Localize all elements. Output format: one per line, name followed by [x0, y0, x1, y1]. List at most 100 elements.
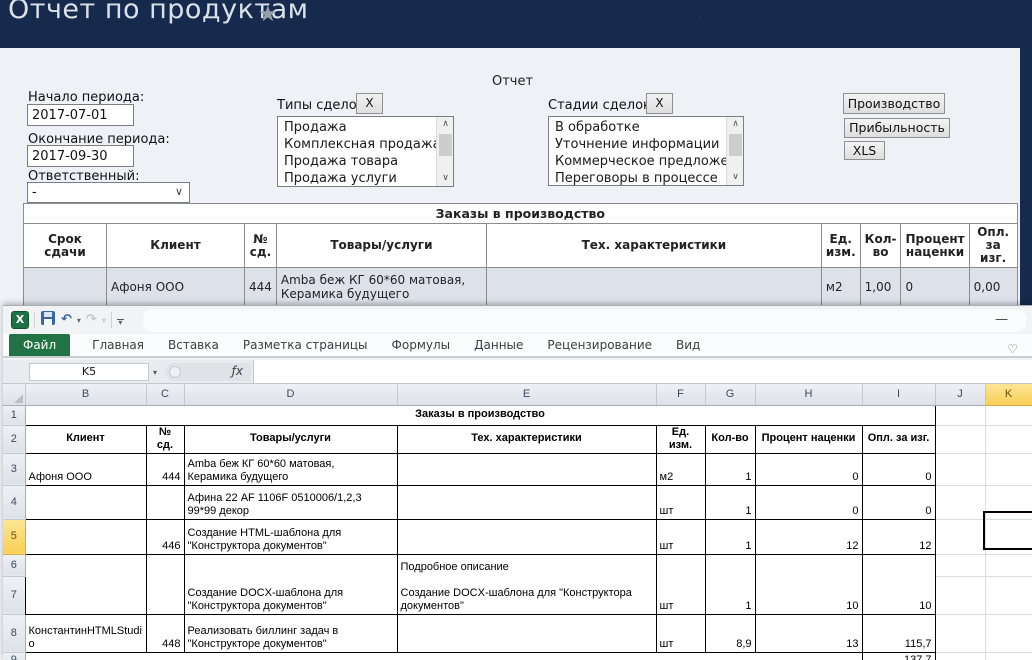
minimize-button[interactable]: —	[995, 312, 1008, 327]
excel-cell-K4[interactable]	[985, 485, 1032, 520]
excel-cell-H5[interactable]: 12	[754, 518, 863, 555]
excel-cell-D3[interactable]: Amba беж КГ 60*60 матовая, Керамика буду…	[183, 452, 398, 486]
excel-cell-F2[interactable]: Ед. изм.	[655, 424, 706, 454]
excel-cell-G3[interactable]: 1	[704, 452, 756, 486]
excel-cell-H6[interactable]: 10	[754, 553, 863, 615]
period-start-input[interactable]	[27, 104, 134, 126]
excel-cell-K1[interactable]	[985, 405, 1032, 426]
excel-cell-D6[interactable]: Создание DOCX-шаблона для "Конструктора …	[183, 553, 398, 615]
excel-cell-C6[interactable]	[145, 553, 185, 615]
excel-cell-B5[interactable]	[24, 518, 147, 555]
excel-cell-I5[interactable]: 12	[861, 518, 936, 555]
profitability-button[interactable]: Прибыльность	[844, 118, 950, 138]
excel-cell-E2[interactable]: Тех. характеристики	[396, 424, 657, 454]
excel-cell-J3[interactable]	[935, 453, 986, 486]
excel-sheet[interactable]: B C D E F G H I J K 1 Заказы в производс…	[3, 384, 1032, 660]
tab-data[interactable]: Данные	[474, 338, 524, 352]
excel-cell-J8[interactable]	[935, 614, 986, 653]
excel-cell-B9[interactable]	[24, 651, 863, 660]
scroll-up-icon[interactable]: ∧	[442, 119, 449, 129]
excel-cell-J7[interactable]	[935, 576, 986, 615]
period-end-input[interactable]	[27, 145, 134, 167]
tab-review[interactable]: Рецензирование	[547, 338, 653, 352]
excel-cell-K8[interactable]	[985, 614, 1032, 653]
excel-cell-B3[interactable]: Афоня ООО	[24, 452, 147, 486]
tab-insert[interactable]: Вставка	[168, 338, 219, 352]
column-header-C[interactable]: C	[146, 384, 185, 406]
excel-cell-I6[interactable]: 10	[861, 553, 936, 615]
deal-stages-clear-button[interactable]: X	[646, 93, 673, 114]
excel-cell-F5[interactable]: шт	[655, 518, 706, 555]
excel-cell-K7[interactable]	[985, 576, 1032, 615]
excel-cell-D2[interactable]: Товары/услуги	[183, 424, 398, 454]
excel-cell-I3[interactable]: 0	[861, 452, 936, 486]
list-item[interactable]: Комплексная продажа	[284, 137, 441, 152]
excel-cell-D8[interactable]: Реализовать биллинг задач в "Конструктор…	[183, 613, 398, 653]
list-item[interactable]: В обработке	[555, 120, 640, 135]
excel-cell-E6[interactable]: Подробное описание Создание DOCX-шаблона…	[396, 553, 657, 615]
excel-cell-C4[interactable]	[145, 484, 185, 520]
row-header-4[interactable]: 4	[3, 485, 26, 520]
list-item[interactable]: Коммерческое предложение	[555, 154, 744, 169]
tab-formulas[interactable]: Формулы	[391, 338, 451, 352]
excel-cell-C5[interactable]: 446	[145, 518, 185, 555]
responsible-select[interactable]: - ∨	[27, 182, 190, 203]
row-header-1[interactable]: 1	[3, 405, 26, 426]
excel-cell-F3[interactable]: м2	[655, 452, 706, 486]
excel-cell-K3[interactable]	[985, 453, 1032, 486]
column-header-F[interactable]: F	[656, 384, 706, 406]
deal-types-clear-button[interactable]: X	[356, 93, 383, 114]
excel-cell-C2[interactable]: № сд.	[145, 424, 185, 454]
excel-cell-F8[interactable]: шт	[655, 613, 706, 653]
excel-cell-B1[interactable]: Заказы в производство	[24, 404, 936, 426]
name-box-dropdown-icon[interactable]: ▾	[153, 368, 158, 377]
row-header-5[interactable]: 5	[3, 519, 26, 555]
excel-cell-I4[interactable]: 0	[861, 484, 936, 520]
production-button[interactable]: Производство	[843, 93, 945, 114]
excel-cell-G6[interactable]: 1	[704, 553, 756, 615]
excel-cell-I8[interactable]: 115,7	[861, 613, 936, 653]
column-header-K[interactable]: K	[985, 384, 1032, 406]
save-icon[interactable]	[40, 310, 56, 330]
excel-cell-H2[interactable]: Процент наценки	[754, 424, 863, 454]
excel-cell-E4[interactable]	[396, 484, 657, 520]
column-header-B[interactable]: B	[25, 384, 147, 406]
deal-stages-listbox[interactable]: В обработке Уточнение информации Коммерч…	[548, 116, 744, 186]
column-header-I[interactable]: I	[862, 384, 936, 406]
excel-app-icon[interactable]: X	[11, 311, 29, 329]
deal-types-listbox[interactable]: Продажа Комплексная продажа Продажа това…	[277, 116, 454, 187]
excel-cell-J2[interactable]	[935, 425, 986, 454]
selection-box-K5[interactable]	[983, 511, 1032, 550]
excel-cell-J6[interactable]	[935, 554, 986, 577]
customize-toolbar-icon[interactable]: ▾	[116, 317, 124, 327]
tab-page-layout[interactable]: Разметка страницы	[242, 338, 368, 352]
excel-cell-E5[interactable]	[396, 518, 657, 555]
tab-home[interactable]: Главная	[92, 338, 144, 352]
excel-cell-J1[interactable]	[935, 405, 986, 426]
insert-function-icon[interactable]: ƒx	[231, 364, 243, 378]
list-item[interactable]: Продажа товара	[284, 154, 399, 169]
row-header-3[interactable]: 3	[3, 453, 26, 486]
excel-cell-D5[interactable]: Создание HTML-шаблона для "Конструктора …	[183, 518, 398, 555]
excel-cell-E3[interactable]	[396, 452, 657, 486]
scrollbar[interactable]: ∧ ∨	[726, 117, 743, 185]
row-header-6[interactable]: 6	[3, 554, 26, 577]
excel-cell-B2[interactable]: Клиент	[24, 424, 147, 454]
excel-cell-B4[interactable]	[24, 484, 147, 520]
list-item[interactable]: Продажа	[284, 120, 347, 135]
excel-cell-F4[interactable]: шт	[655, 484, 706, 520]
heart-icon[interactable]: ♡	[1007, 342, 1018, 356]
scrollbar-thumb[interactable]	[439, 134, 452, 156]
excel-cell-G4[interactable]: 1	[704, 484, 756, 520]
excel-cell-D4[interactable]: Афина 22 AF 1106F 0510006/1,2,3 99*99 де…	[183, 484, 398, 520]
excel-cell-C3[interactable]: 444	[145, 452, 185, 486]
excel-cell-J9[interactable]	[935, 652, 986, 660]
row-header-9[interactable]: 9	[3, 652, 26, 660]
column-header-G[interactable]: G	[705, 384, 756, 406]
excel-cell-I2[interactable]: Опл. за изг.	[861, 424, 936, 454]
scroll-up-icon[interactable]: ∧	[732, 119, 739, 129]
list-item[interactable]: Продажа услуги	[284, 171, 397, 186]
formula-bar-input[interactable]	[253, 360, 1032, 383]
row-header-8[interactable]: 8	[3, 614, 26, 653]
row-header-7[interactable]: 7	[3, 576, 26, 615]
